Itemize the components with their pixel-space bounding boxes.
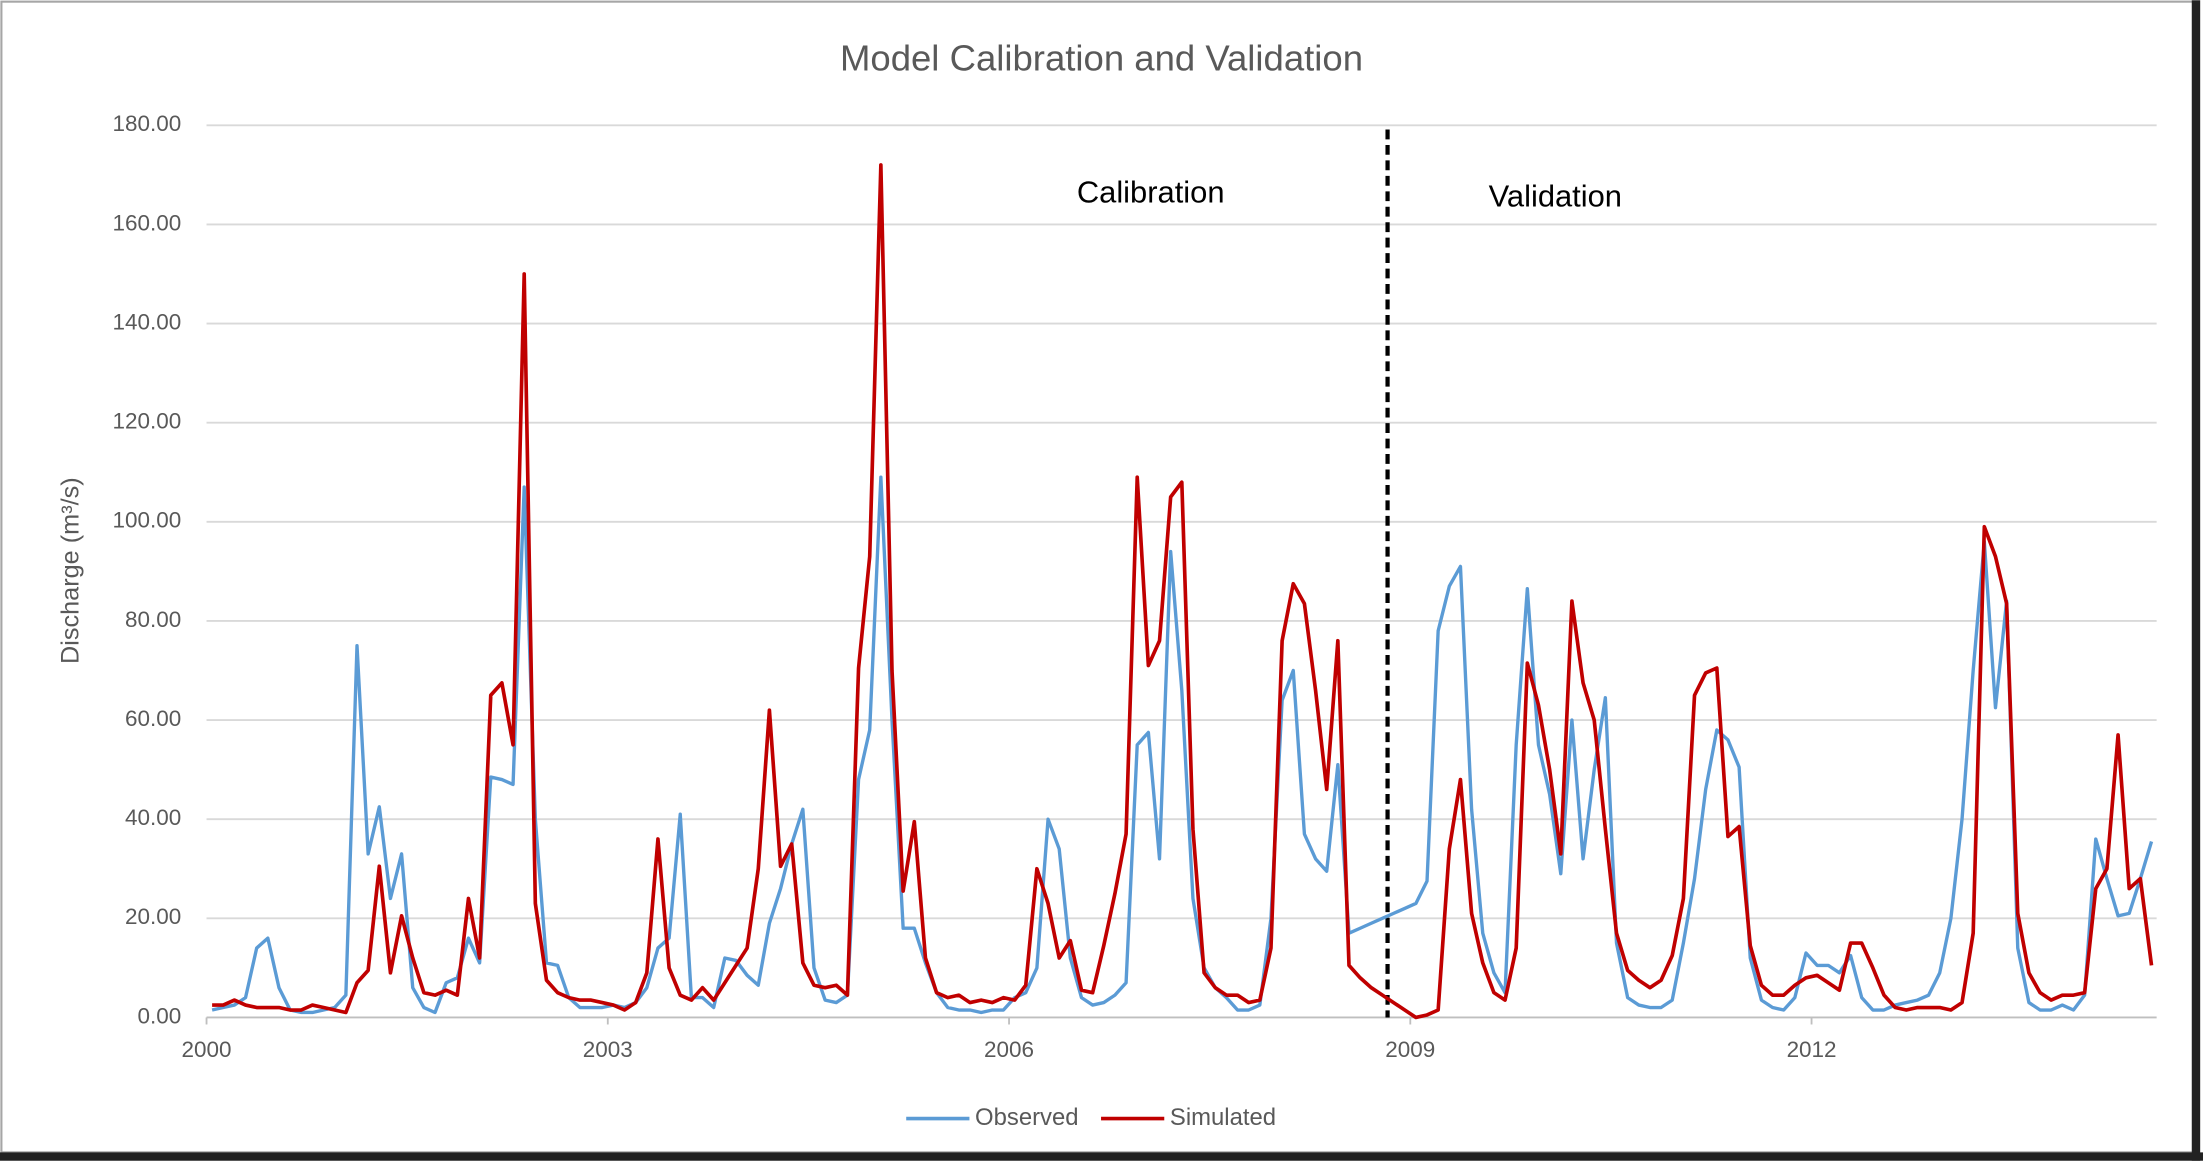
legend-label: Observed (975, 1104, 1079, 1131)
y-tick-label: 160.00 (113, 210, 182, 235)
y-tick-label: 100.00 (113, 508, 182, 533)
y-tick-label: 20.00 (125, 904, 181, 929)
y-tick-label: 60.00 (125, 706, 181, 731)
y-tick-label: 40.00 (125, 805, 181, 830)
annotation: Calibration (1077, 174, 1225, 209)
legend-label: Simulated (1170, 1104, 1276, 1131)
y-tick-label: 140.00 (113, 309, 182, 334)
y-tick-label: 0.00 (138, 1003, 182, 1028)
y-tick-label: 180.00 (113, 111, 182, 136)
y-axis-title: Discharge (m³/s) (56, 477, 84, 664)
y-tick-label: 120.00 (113, 409, 182, 434)
x-tick-label: 2006 (984, 1037, 1034, 1062)
y-tick-label: 80.00 (125, 607, 181, 632)
x-tick-label: 2003 (583, 1037, 633, 1062)
annotation: Validation (1489, 179, 1622, 214)
x-tick-label: 2000 (182, 1037, 232, 1062)
series-line (212, 163, 2154, 1020)
x-tick-label: 2009 (1385, 1037, 1435, 1062)
x-tick-label: 2012 (1787, 1037, 1837, 1062)
chart-title: Model Calibration and Validation (840, 37, 1363, 78)
